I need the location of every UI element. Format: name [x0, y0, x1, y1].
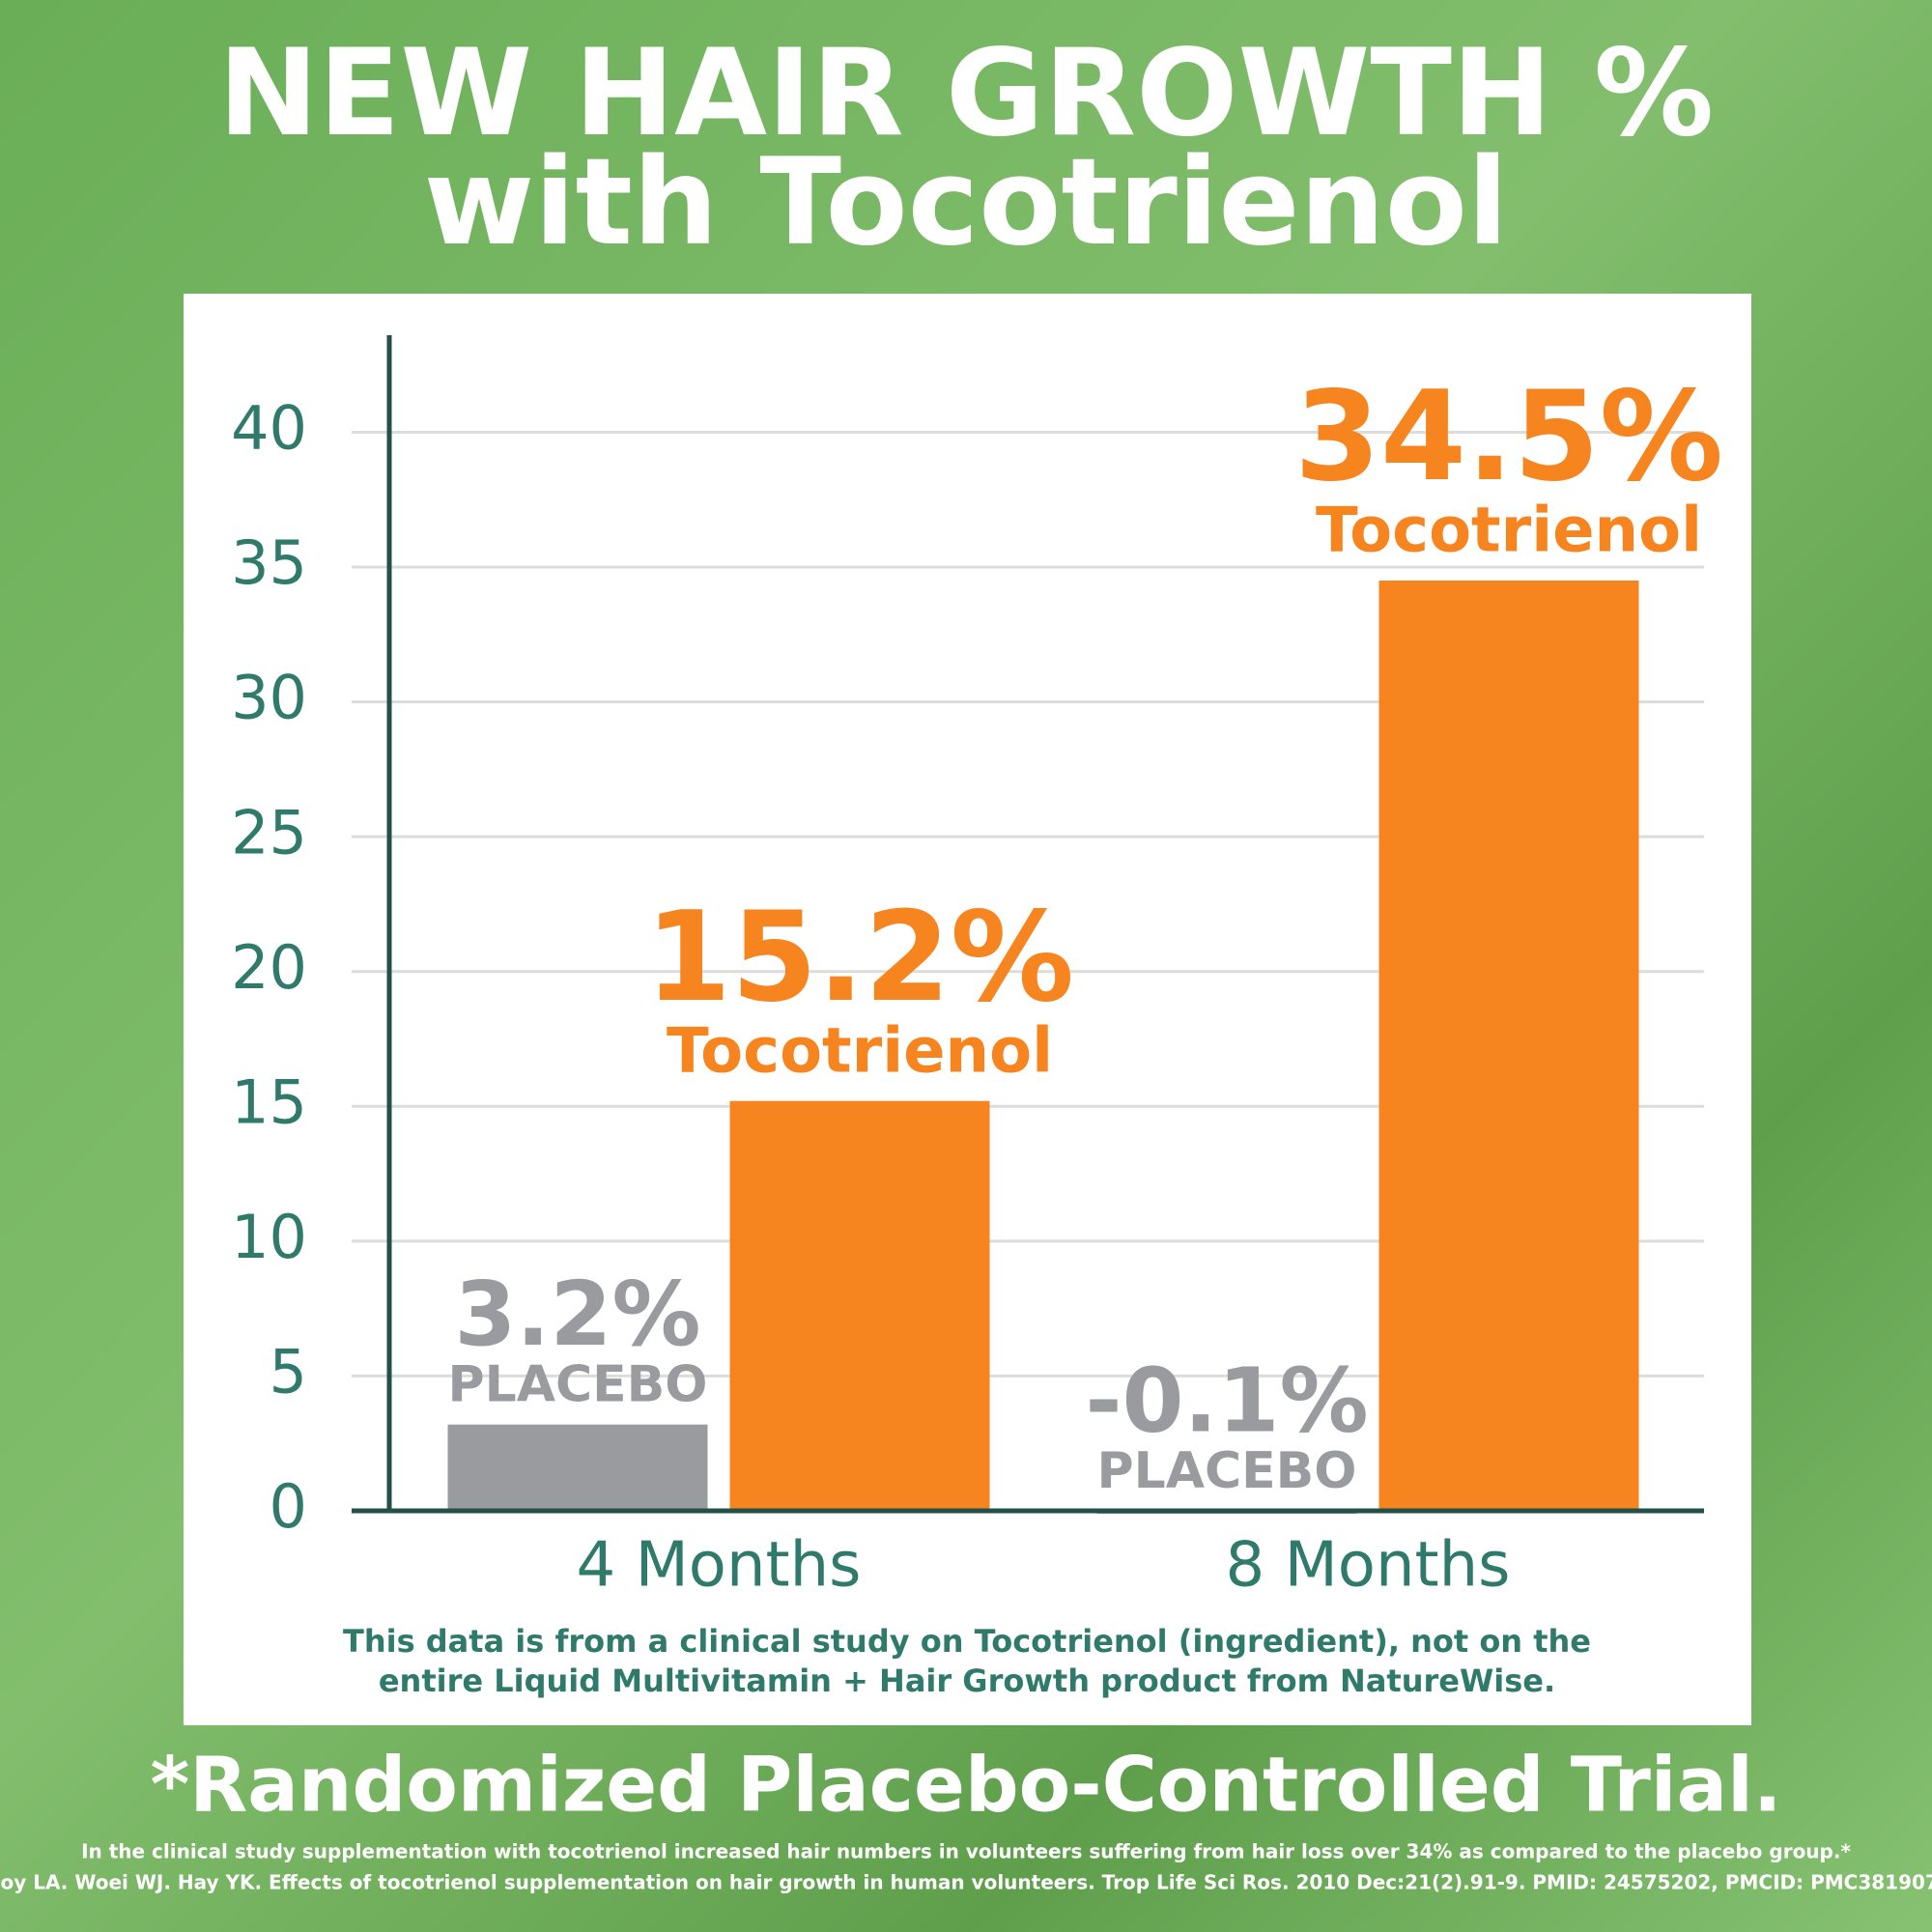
- value-label: 3.2%: [454, 1263, 700, 1366]
- y-tick-label: 40: [231, 393, 307, 464]
- bar: [729, 1100, 990, 1511]
- bar: [1378, 581, 1639, 1511]
- y-tick-label: 0: [270, 1471, 307, 1542]
- value-label: 34.5%: [1294, 365, 1723, 509]
- value-label: 15.2%: [645, 886, 1074, 1030]
- x-tick-label: 8 Months: [1226, 1530, 1511, 1602]
- chart-title: with Tocotrienol: [424, 133, 1509, 272]
- trial-heading: *Randomized Placebo-Controlled Trial.: [150, 1742, 1781, 1829]
- y-tick-label: 35: [231, 527, 307, 598]
- series-label: PLACEBO: [1096, 1442, 1356, 1500]
- series-label: PLACEBO: [447, 1356, 707, 1414]
- y-tick-label: 25: [231, 797, 307, 867]
- chart-title: NEW HAIR GROWTH %: [218, 24, 1714, 163]
- y-tick-label: 5: [270, 1337, 307, 1407]
- footnote: In the clinical study supplementation wi…: [81, 1840, 1851, 1863]
- y-tick-label: 30: [231, 663, 307, 733]
- note: entire Liquid Multivitamin + Hair Growth…: [379, 1662, 1555, 1699]
- x-tick-label: 4 Months: [577, 1530, 862, 1602]
- series-label: Tocotrienol: [667, 1015, 1053, 1087]
- note: This data is from a clinical study on To…: [343, 1623, 1591, 1660]
- y-tick-label: 15: [231, 1066, 307, 1137]
- series-label: Tocotrienol: [1316, 496, 1702, 567]
- y-tick-label: 20: [231, 932, 307, 1003]
- bar: [447, 1424, 708, 1511]
- y-tick-label: 10: [231, 1202, 307, 1272]
- footnote: Beoy LA. Woei WJ. Hay YK. Effects of toc…: [0, 1871, 1932, 1894]
- value-label: -0.1%: [1085, 1349, 1368, 1452]
